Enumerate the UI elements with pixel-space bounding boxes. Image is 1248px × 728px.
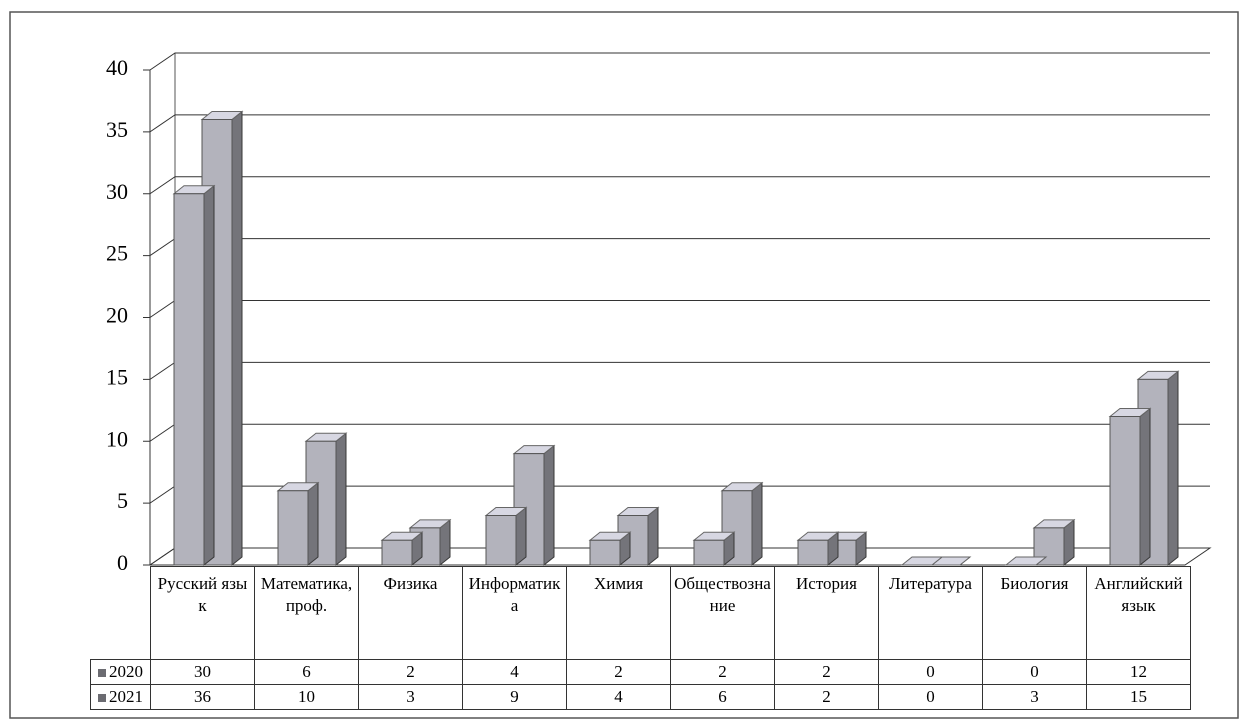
bar bbox=[276, 481, 320, 567]
bar bbox=[1004, 556, 1048, 566]
y-tick-label: 10 bbox=[106, 426, 128, 451]
bar bbox=[1108, 407, 1152, 567]
bar-side bbox=[307, 481, 319, 567]
data-label: 10 bbox=[254, 684, 359, 710]
data-table: Русский язык Математика, проф. Физика Инфор… bbox=[90, 566, 1191, 710]
x-tick-label: Математика, проф. bbox=[254, 566, 359, 660]
table-lead-cell bbox=[90, 566, 151, 660]
bar-front bbox=[1109, 416, 1141, 566]
x-tick-label: История bbox=[774, 566, 879, 660]
y-tick-label: 30 bbox=[106, 179, 128, 204]
bar-side bbox=[1167, 370, 1179, 567]
y-tick-label: 35 bbox=[106, 117, 128, 142]
x-tick-label: Английский язык bbox=[1086, 566, 1191, 660]
y-tick-label: 5 bbox=[117, 488, 128, 513]
legend-marker bbox=[98, 694, 106, 702]
bar-top bbox=[1004, 556, 1048, 566]
legend-label: 2020 bbox=[109, 662, 143, 681]
bar-side bbox=[335, 432, 347, 567]
data-label: 3 bbox=[982, 684, 1087, 710]
bar bbox=[380, 531, 424, 567]
bar-front bbox=[797, 539, 829, 566]
bar-side bbox=[231, 110, 243, 567]
bar-side bbox=[751, 481, 763, 567]
data-label: 0 bbox=[878, 659, 983, 685]
grid-line bbox=[149, 52, 1210, 71]
grid-line bbox=[149, 238, 1210, 257]
data-label: 2 bbox=[566, 659, 671, 685]
x-tick-label: Химия bbox=[566, 566, 671, 660]
bar-front bbox=[693, 539, 725, 566]
bar-side bbox=[203, 184, 215, 567]
x-tick-label: Обществознание bbox=[670, 566, 775, 660]
data-label: 2 bbox=[774, 659, 879, 685]
y-tick-label: 15 bbox=[106, 364, 128, 389]
bar-side bbox=[515, 506, 527, 567]
grid-line bbox=[149, 300, 1210, 318]
legend-entry: 2021 bbox=[90, 684, 151, 710]
y-tick-label: 0 bbox=[117, 550, 128, 575]
bar-side bbox=[647, 506, 659, 567]
y-tick-label: 20 bbox=[106, 303, 128, 328]
y-tick-label: 40 bbox=[106, 55, 128, 80]
data-label: 0 bbox=[982, 659, 1087, 685]
x-tick-label: Русский язык bbox=[150, 566, 255, 660]
data-label: 9 bbox=[462, 684, 567, 710]
bar bbox=[900, 556, 944, 566]
data-label: 6 bbox=[254, 659, 359, 685]
bar bbox=[796, 531, 840, 567]
bar bbox=[484, 506, 528, 567]
legend-marker bbox=[98, 669, 106, 677]
grid-line bbox=[149, 361, 1210, 380]
data-label: 4 bbox=[462, 659, 567, 685]
x-tick-label: Информатика bbox=[462, 566, 567, 660]
bar-top bbox=[900, 556, 944, 566]
data-label: 36 bbox=[150, 684, 255, 710]
bar bbox=[692, 531, 736, 567]
grid-line bbox=[149, 114, 1210, 133]
chart-border bbox=[9, 11, 1239, 719]
data-label: 30 bbox=[150, 659, 255, 685]
bar-side bbox=[1139, 407, 1151, 567]
bar-front bbox=[589, 539, 621, 566]
legend-label: 2021 bbox=[109, 687, 143, 706]
bar bbox=[1032, 518, 1076, 567]
bar-side bbox=[543, 444, 555, 567]
bar-front bbox=[381, 539, 413, 566]
bar-front bbox=[173, 193, 205, 566]
bar bbox=[172, 184, 216, 567]
grid-line bbox=[149, 176, 1210, 195]
data-label: 2 bbox=[774, 684, 879, 710]
data-label: 6 bbox=[670, 684, 775, 710]
data-label: 0 bbox=[878, 684, 983, 710]
bar-front bbox=[485, 515, 517, 566]
data-label: 12 bbox=[1086, 659, 1191, 685]
bar bbox=[588, 531, 632, 567]
data-label: 2 bbox=[358, 659, 463, 685]
legend-entry: 2020 bbox=[90, 659, 151, 685]
data-label: 3 bbox=[358, 684, 463, 710]
data-label: 2 bbox=[670, 659, 775, 685]
x-tick-label: Литература bbox=[878, 566, 983, 660]
data-label: 15 bbox=[1086, 684, 1191, 710]
y-tick-label: 25 bbox=[106, 241, 128, 266]
x-tick-label: Физика bbox=[358, 566, 463, 660]
bar-front bbox=[277, 490, 309, 566]
x-tick-label: Биология bbox=[982, 566, 1087, 660]
data-label: 4 bbox=[566, 684, 671, 710]
